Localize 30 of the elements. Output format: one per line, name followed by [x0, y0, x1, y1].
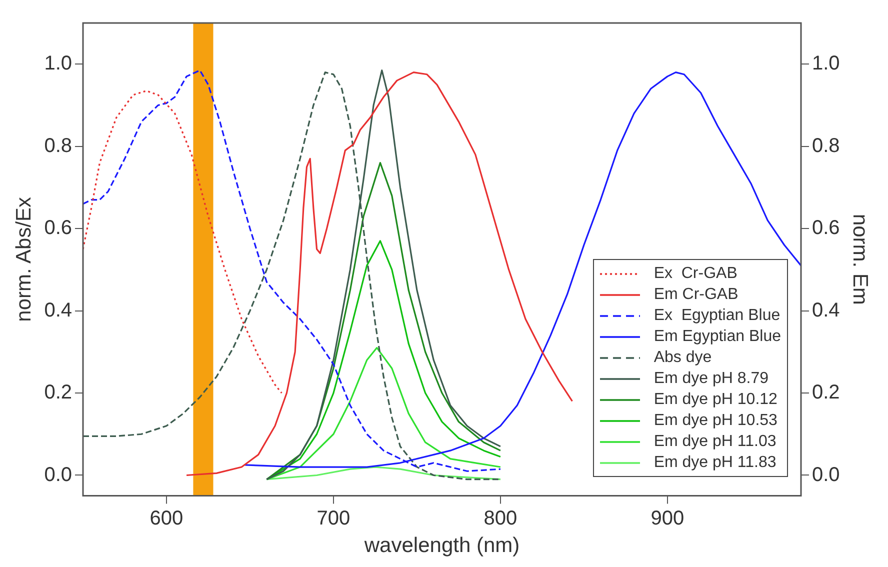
y-tick-label: 0.8	[44, 134, 72, 157]
legend-label: Em dye pH 10.12	[654, 390, 778, 408]
y2-axis-title: norm. Em	[848, 214, 872, 305]
y2-tick-label: 0.2	[812, 382, 840, 404]
y-axis-title: norm. Abs/Ex	[12, 196, 36, 322]
y2-tick-label: 1.0	[812, 52, 840, 75]
y-tick-label: 0.4	[44, 299, 72, 322]
x-tick-label: 600	[150, 507, 184, 530]
x-tick-label: 800	[484, 507, 518, 530]
y-tick-label: 0.2	[44, 382, 72, 404]
line-series	[83, 90, 283, 394]
legend-label: Ex Cr-GAB	[654, 264, 738, 282]
y2-tick-label: 0.0	[812, 464, 840, 486]
legend-label: Em dye pH 8.79	[654, 370, 769, 388]
y2-tick-label: 0.8	[812, 134, 840, 157]
y-tick-label: 1.0	[44, 52, 72, 75]
legend-label: Em dye pH 10.53	[654, 412, 778, 430]
x-tick-label: 700	[316, 507, 350, 530]
legend-label: Em dye pH 11.83	[654, 454, 776, 472]
x-axis-title: wavelength (nm)	[363, 534, 520, 558]
y-tick-label: 0.6	[44, 217, 72, 240]
legend-label: Abs dye	[654, 348, 712, 366]
y2-tick-label: 0.6	[812, 217, 840, 240]
legend-label: Em Cr-GAB	[654, 286, 738, 304]
y2-tick-label: 0.4	[812, 299, 840, 322]
legend-label: Em dye pH 11.03	[654, 432, 776, 450]
legend-label: Ex Egyptian Blue	[654, 306, 780, 324]
y-tick-label: 0.0	[44, 464, 72, 486]
legend-label: Em Egyptian Blue	[654, 328, 781, 346]
x-tick-label: 900	[650, 507, 684, 530]
